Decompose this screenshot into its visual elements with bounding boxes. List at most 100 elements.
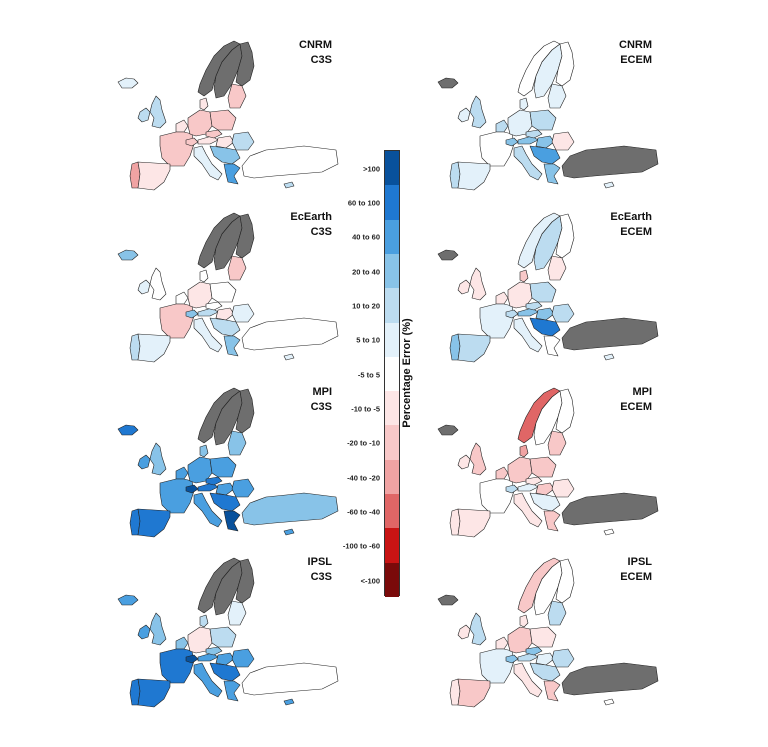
- region-ita: [193, 492, 223, 528]
- region-cze: [525, 301, 543, 311]
- colorbar-bin: [385, 219, 399, 255]
- region-cyp: [283, 698, 295, 706]
- region-hun: [215, 307, 235, 321]
- region-fra: [479, 648, 515, 684]
- region-bak: [209, 145, 241, 165]
- region-isl: [437, 594, 459, 606]
- region-tur: [241, 662, 339, 696]
- map-panel: IPSL C3S: [100, 555, 340, 715]
- region-cze: [205, 301, 223, 311]
- region-cze: [205, 476, 223, 486]
- colorbar-bin: [385, 425, 399, 461]
- colorbar-tick-label: 5 to 10: [356, 335, 380, 345]
- region-hun: [215, 135, 235, 149]
- colorbar-title: Percentage Error (%): [401, 318, 413, 428]
- colorbar-bin: [385, 562, 399, 598]
- europe-map: [117, 40, 339, 191]
- region-ita: [513, 145, 543, 181]
- colorbar-tick-label: 40 to 60: [352, 232, 380, 242]
- region-bal: [227, 255, 247, 281]
- region-ita: [193, 662, 223, 698]
- panel-model-label: CNRM: [619, 39, 652, 51]
- panel-model-label: MPI: [312, 386, 332, 398]
- region-fra: [479, 478, 515, 514]
- region-grc: [543, 163, 561, 185]
- region-irl: [137, 279, 151, 295]
- colorbar-tick-label: <-100: [360, 576, 380, 586]
- colorbar-tick-label: 10 to 20: [352, 301, 380, 311]
- panel-dataset-label: ECEM: [620, 401, 652, 413]
- colorbar-bin: [385, 322, 399, 358]
- region-ita: [513, 662, 543, 698]
- region-fin: [555, 213, 575, 259]
- region-esp: [137, 161, 171, 191]
- europe-map: [117, 557, 339, 708]
- europe-map: [117, 212, 339, 363]
- region-bak: [529, 317, 561, 337]
- panel-dataset-label: C3S: [310, 571, 332, 583]
- region-esp: [457, 508, 491, 538]
- panel-label: IPSL ECEM: [620, 555, 652, 585]
- region-bal: [547, 600, 567, 626]
- europe-map: [437, 212, 659, 363]
- region-bnl: [175, 291, 189, 305]
- region-gbr: [469, 95, 487, 129]
- region-cze: [205, 129, 223, 139]
- colorbar-bin: [385, 185, 399, 221]
- region-gbr: [469, 267, 487, 301]
- map-panel: CNRM C3S: [100, 38, 340, 198]
- europe-map: [117, 387, 339, 538]
- region-tur: [561, 662, 659, 696]
- region-gbr: [149, 612, 167, 646]
- region-grc: [543, 335, 561, 357]
- region-bnl: [495, 119, 509, 133]
- region-fin: [235, 388, 255, 434]
- colorbar-tick-label: -100 to -60: [342, 541, 380, 551]
- region-bal: [227, 430, 247, 456]
- region-pol: [529, 281, 557, 303]
- region-fin: [235, 558, 255, 604]
- region-fra: [159, 648, 195, 684]
- region-cyp: [603, 698, 615, 706]
- region-gbr: [469, 442, 487, 476]
- region-fra: [159, 131, 195, 167]
- panel-dataset-label: ECEM: [620, 54, 652, 66]
- region-irl: [137, 107, 151, 123]
- panel-label: MPI C3S: [311, 385, 332, 415]
- region-pol: [209, 109, 237, 131]
- region-ita: [193, 317, 223, 353]
- region-bal: [227, 83, 247, 109]
- region-esp: [457, 161, 491, 191]
- region-dnk: [199, 444, 209, 458]
- region-hun: [215, 482, 235, 496]
- colorbar-tick-label: -20 to -10: [347, 438, 380, 448]
- region-cyp: [283, 528, 295, 536]
- region-cyp: [283, 181, 295, 189]
- region-rou: [231, 478, 255, 498]
- region-cze: [525, 476, 543, 486]
- panel-model-label: IPSL: [627, 556, 652, 568]
- region-ita: [193, 145, 223, 181]
- region-bak: [209, 662, 241, 682]
- region-bak: [529, 145, 561, 165]
- europe-map: [437, 387, 659, 538]
- colorbar-bin: [385, 288, 399, 324]
- map-panel: MPI C3S: [100, 385, 340, 545]
- region-fra: [159, 303, 195, 339]
- region-hun: [535, 135, 555, 149]
- region-grc: [223, 510, 241, 532]
- region-esp: [137, 678, 171, 708]
- region-che: [185, 137, 199, 147]
- region-bnl: [495, 291, 509, 305]
- map-panel: EcEarth C3S: [100, 210, 340, 370]
- colorbar: [384, 150, 400, 598]
- region-isl: [117, 77, 139, 89]
- panel-dataset-label: ECEM: [620, 226, 652, 238]
- region-grc: [223, 680, 241, 702]
- colorbar-tick-label: -10 to -5: [351, 404, 380, 414]
- region-bnl: [495, 466, 509, 480]
- region-isl: [117, 249, 139, 261]
- colorbar-bin: [385, 356, 399, 392]
- panel-model-label: CNRM: [299, 39, 332, 51]
- colorbar-tick-label: 20 to 40: [352, 267, 380, 277]
